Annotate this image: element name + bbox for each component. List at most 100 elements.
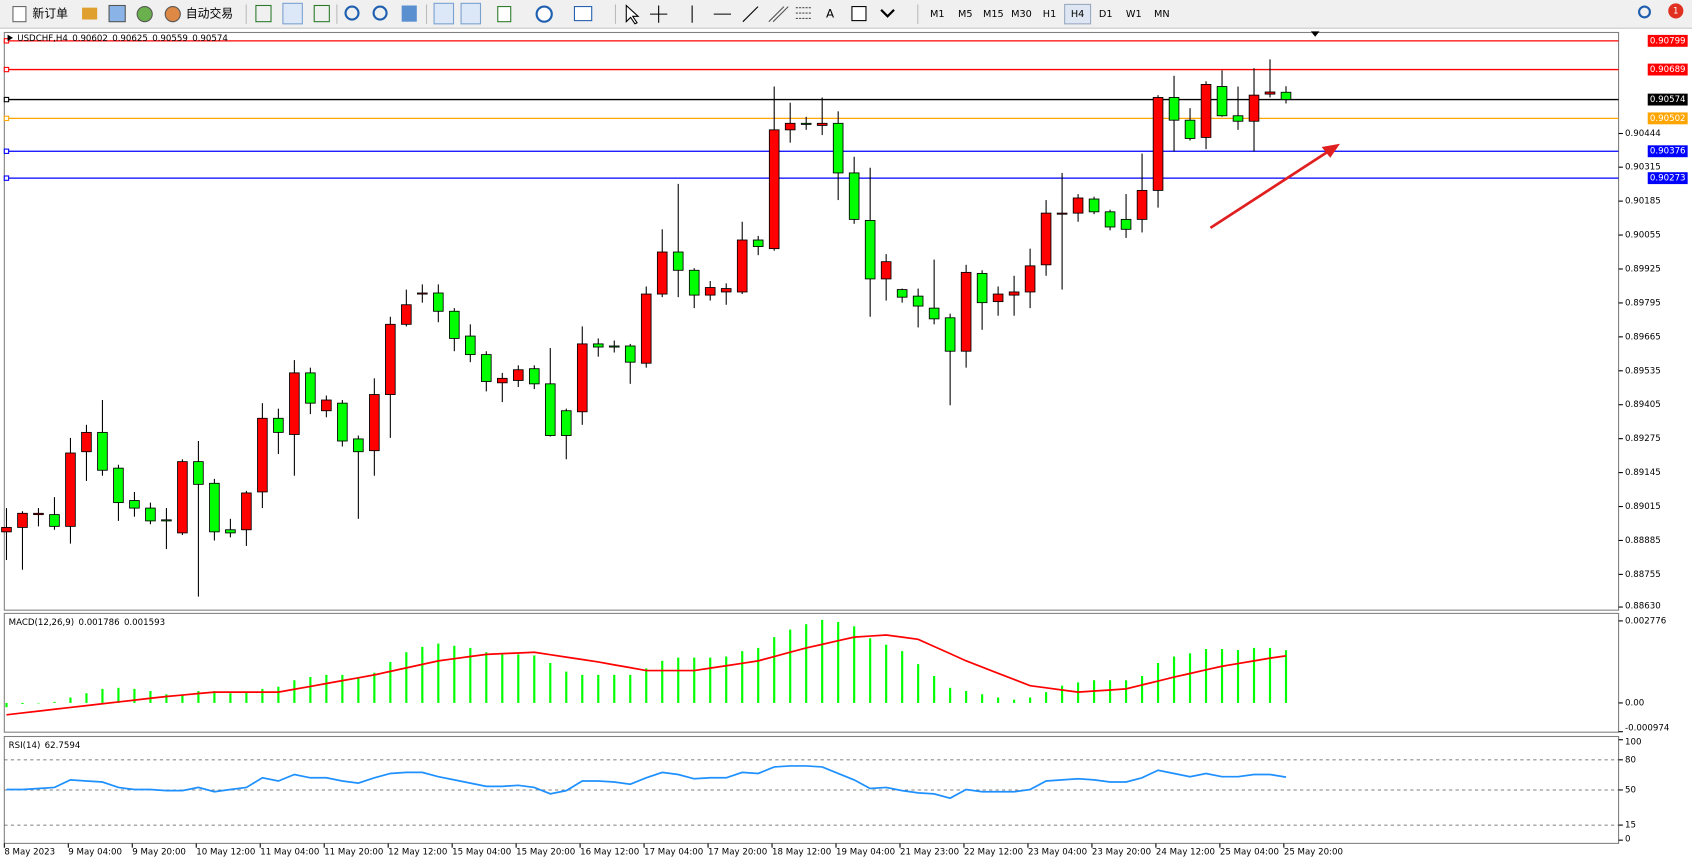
macd-bar <box>1284 650 1288 703</box>
new-order-icon[interactable] <box>12 6 27 23</box>
macd-bar <box>581 674 584 703</box>
tile-icon[interactable] <box>401 5 417 22</box>
candle-body <box>1056 212 1068 215</box>
price-level-line-label-box <box>1647 172 1688 185</box>
autoscroll-icon[interactable] <box>433 2 455 25</box>
line-chart-icon[interactable] <box>313 4 330 23</box>
auto-trading-icon[interactable] <box>164 6 181 23</box>
candle-body <box>576 343 588 413</box>
timeframe-button[interactable]: M30 <box>1011 9 1032 20</box>
candle-body <box>401 304 412 325</box>
icon[interactable] <box>108 4 126 23</box>
candle-body <box>417 292 428 295</box>
candle-chart-icon[interactable] <box>282 2 303 25</box>
timeframe-button[interactable]: W1 <box>1126 9 1142 20</box>
annotation-arrow <box>1209 143 1340 230</box>
price-level-line-handle[interactable] <box>3 148 10 154</box>
macd-bar <box>1140 675 1144 703</box>
price-level-line-handle[interactable] <box>3 175 10 181</box>
candle-body <box>944 317 956 352</box>
text-tool-icon[interactable]: A <box>826 7 835 21</box>
candle-body <box>1264 91 1276 95</box>
zoom-out-icon[interactable] <box>372 5 388 21</box>
macd-bar <box>693 657 696 703</box>
timeframe-button[interactable]: H4 <box>1071 9 1084 20</box>
macd-bar <box>709 657 712 703</box>
crosshair-icon[interactable] <box>650 5 668 23</box>
y-tick-label: 0.89535 <box>1625 366 1661 376</box>
macd-bar <box>421 646 424 703</box>
price-level-line-label-box <box>1647 112 1688 125</box>
timeframe-button[interactable]: D1 <box>1099 9 1113 20</box>
cursor-icon[interactable] <box>625 4 640 25</box>
search-icon[interactable] <box>1638 5 1651 19</box>
trendline-icon[interactable] <box>742 6 759 23</box>
timeframe-button[interactable]: M5 <box>958 9 973 20</box>
channel-icon[interactable] <box>768 6 789 23</box>
macd-bar <box>885 644 888 703</box>
macd-bar <box>149 691 152 703</box>
macd-bar <box>597 674 600 703</box>
icon[interactable] <box>82 7 98 20</box>
symbol: USDCHF,H4 <box>17 33 68 43</box>
new-order-button[interactable]: 新订单 <box>32 7 68 21</box>
periods-icon[interactable] <box>535 5 553 23</box>
macd-bar <box>517 654 520 703</box>
arrows-icon[interactable] <box>880 9 895 18</box>
candle-body <box>688 269 700 296</box>
auto-trading-button[interactable]: 自动交易 <box>186 7 233 21</box>
timeframe-button[interactable]: M1 <box>930 9 945 20</box>
macd-bar <box>949 687 952 703</box>
candle-body <box>656 251 668 295</box>
price-level-line-label: 0.90273 <box>1650 174 1686 184</box>
macd-bar <box>117 687 120 703</box>
candle-body <box>129 500 140 509</box>
candle-body <box>1136 189 1148 220</box>
macd-bar <box>1236 650 1240 703</box>
zoom-in-icon[interactable] <box>344 5 360 21</box>
timeframe-button[interactable]: H1 <box>1043 9 1056 20</box>
candle-body <box>1024 265 1036 293</box>
rsi-line <box>6 765 1287 800</box>
macd-bar <box>965 691 968 703</box>
notification-badge[interactable] <box>1668 3 1684 19</box>
candle-body <box>241 492 252 531</box>
timeframe-button[interactable]: M15 <box>983 9 1004 20</box>
candle-body <box>896 289 908 298</box>
macd-bar <box>741 651 744 703</box>
macd-signal-line <box>6 634 1287 716</box>
macd-bar <box>1220 649 1224 703</box>
candle-body <box>544 383 556 436</box>
notification-count: 1 <box>1673 6 1678 16</box>
x-tick-label: 9 May 04:00 <box>68 848 122 858</box>
macd-title: MACD(12,26,9) 0.001786 0.001593 <box>9 618 165 628</box>
price-level-line-handle[interactable] <box>3 115 10 122</box>
macd-bar <box>101 688 104 703</box>
candle-body <box>161 519 172 522</box>
candle-body <box>1200 83 1212 138</box>
label-tool-icon[interactable] <box>851 6 867 22</box>
macd-bar <box>645 668 648 703</box>
icon[interactable] <box>136 6 153 23</box>
templates-icon[interactable] <box>573 6 593 22</box>
timeframe-button[interactable]: MN <box>1154 9 1170 20</box>
current-price-line-handle[interactable] <box>3 96 10 103</box>
price-level-line-handle[interactable] <box>3 66 10 73</box>
shift-icon[interactable] <box>460 2 482 25</box>
shift-marker <box>1310 31 1320 37</box>
candle-body <box>704 287 716 296</box>
bar-chart-icon[interactable] <box>255 4 272 23</box>
candle-body <box>768 129 780 250</box>
macd-bar <box>1188 653 1192 703</box>
candle-body <box>784 122 796 131</box>
macd-bar <box>373 672 376 703</box>
candle-body <box>1216 86 1228 117</box>
indicators-icon[interactable] <box>497 6 512 23</box>
macd-bar <box>133 688 136 703</box>
candle-body <box>640 293 652 364</box>
fibo-icon[interactable] <box>795 7 811 19</box>
price-level-line-handle[interactable] <box>3 38 10 44</box>
macd-bar <box>533 655 536 703</box>
candle-body <box>1072 197 1084 214</box>
macd-bar <box>437 643 440 703</box>
